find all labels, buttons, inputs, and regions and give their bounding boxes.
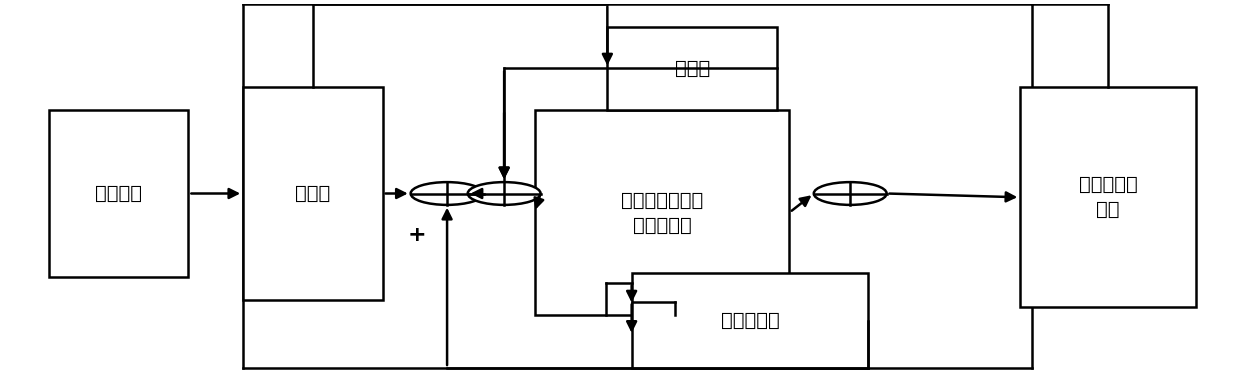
Text: 理想信号: 理想信号 — [95, 184, 142, 203]
Bar — [1020, 87, 1196, 307]
Bar — [48, 110, 188, 277]
Bar — [534, 110, 789, 315]
Text: 实际位置及
状态: 实际位置及 状态 — [1079, 175, 1137, 219]
Circle shape — [814, 182, 887, 205]
Circle shape — [410, 182, 483, 205]
Text: 控制律: 控制律 — [675, 59, 710, 78]
Text: 控制器: 控制器 — [295, 184, 331, 203]
Bar — [607, 27, 777, 110]
Text: 干扰观测器: 干扰观测器 — [721, 311, 779, 330]
Bar — [243, 87, 383, 300]
Text: 欠驱动柔性关节
机械臂系统: 欠驱动柔性关节 机械臂系统 — [621, 190, 703, 235]
Bar — [632, 273, 869, 368]
Text: +: + — [408, 225, 426, 245]
Circle shape — [467, 182, 540, 205]
